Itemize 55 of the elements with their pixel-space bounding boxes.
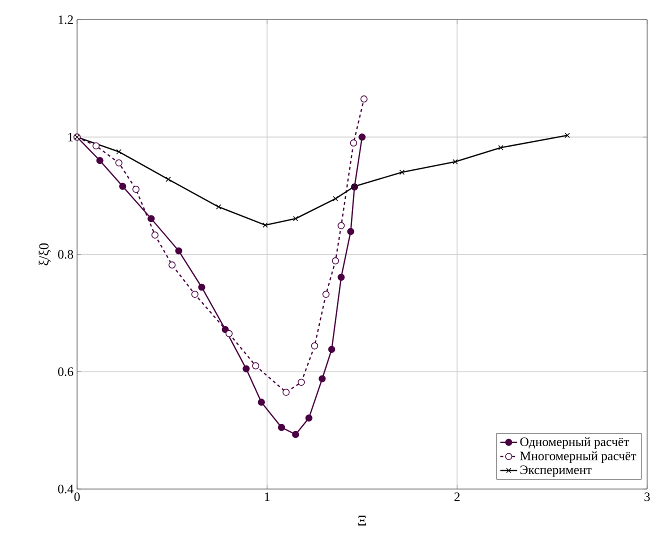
y-axis-title: ξ/ξ0 (38, 243, 51, 266)
point (262, 222, 268, 228)
point (338, 274, 345, 281)
point (226, 330, 233, 338)
y-tick-label: 1.2 (58, 15, 73, 24)
point (292, 430, 300, 438)
point (328, 346, 336, 353)
point (119, 182, 126, 190)
point (305, 414, 312, 422)
point (258, 398, 265, 406)
point (92, 142, 100, 150)
point (282, 388, 290, 396)
point (332, 196, 338, 202)
point (168, 261, 176, 268)
point (332, 257, 340, 264)
point (252, 362, 260, 370)
point (96, 156, 104, 164)
point (564, 132, 570, 138)
point (338, 222, 345, 230)
point (132, 186, 140, 193)
point (322, 290, 330, 298)
point (399, 170, 405, 175)
point (191, 290, 198, 298)
point (298, 378, 305, 386)
x-tick-label: 1 (265, 492, 270, 501)
x-tick-label: 3 (644, 492, 650, 502)
point (151, 231, 159, 238)
point (452, 159, 458, 164)
point (350, 139, 358, 146)
point (115, 159, 122, 166)
point (175, 247, 182, 254)
point (358, 133, 366, 141)
point (292, 216, 298, 222)
x-tick-label: 2 (454, 492, 460, 501)
legend-label: Одномерный расчёт (520, 437, 629, 449)
point (198, 284, 206, 291)
x-tick-label: 0 (74, 492, 80, 502)
y-tick-label: 0.4 (58, 484, 74, 494)
point (498, 144, 504, 150)
point (116, 149, 122, 154)
point (360, 95, 368, 102)
point (318, 375, 326, 382)
point (166, 176, 171, 182)
point (347, 228, 354, 235)
point (311, 342, 318, 350)
y-tick-label: 0.8 (58, 250, 74, 259)
x-axis-title: Ξ (358, 516, 366, 526)
legend-label: Эксперимент (520, 465, 592, 477)
point (216, 204, 222, 210)
point (242, 365, 250, 372)
point (148, 214, 155, 222)
legend-label: Многомерный расчёт (520, 451, 636, 463)
y-tick-label: 1 (68, 132, 73, 142)
point (278, 424, 286, 431)
y-tick-label: 0.6 (58, 367, 74, 376)
